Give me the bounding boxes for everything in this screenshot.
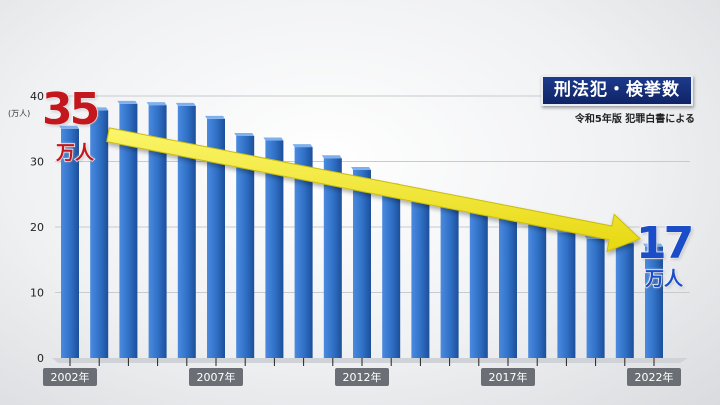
bar <box>175 102 196 358</box>
start-value-label: 35 <box>41 83 101 136</box>
bar <box>497 214 517 358</box>
svg-text:2022年: 2022年 <box>635 370 674 384</box>
bar <box>584 235 605 358</box>
x-tick-label: 2007年 <box>189 368 243 386</box>
bar <box>467 206 488 358</box>
x-tick-label: 2002年 <box>43 368 97 386</box>
bar <box>555 229 576 358</box>
floor <box>52 358 688 363</box>
bar <box>643 243 663 358</box>
bar <box>263 137 284 358</box>
bar <box>351 167 371 358</box>
y-axis-unit: (万人) <box>8 109 31 118</box>
chart-title: 刑法犯・検挙数 <box>541 75 693 106</box>
chart-source: 令和5年版 犯罪白書による <box>574 114 695 125</box>
bar <box>380 183 401 358</box>
x-axis: 2002年 2007年 2012年 2017年 2022年 <box>43 358 681 386</box>
bar <box>526 220 547 358</box>
y-tick-label: 0 <box>37 352 44 365</box>
x-axis-base <box>52 358 688 363</box>
bar <box>292 144 313 358</box>
bar <box>146 102 167 358</box>
y-tick-label: 30 <box>30 156 44 169</box>
bar <box>234 132 255 358</box>
trend-arrow-shape <box>106 127 641 253</box>
svg-text:2012年: 2012年 <box>343 370 382 384</box>
bar <box>438 197 459 358</box>
y-tick-label: 10 <box>30 287 44 300</box>
bar <box>321 155 342 358</box>
bar <box>409 190 430 358</box>
bar <box>205 115 225 358</box>
x-tick-label: 2017年 <box>481 368 535 386</box>
y-axis: 0 10 20 30 40 <box>30 90 44 365</box>
bar <box>117 100 138 358</box>
y-tick-label: 40 <box>30 90 44 103</box>
x-tick-label: 2022年 <box>627 368 681 386</box>
bars <box>59 100 663 358</box>
end-value-label: 17 <box>635 217 695 270</box>
end-unit-label: 万人 <box>644 267 684 291</box>
bar <box>59 125 79 358</box>
bar <box>613 240 634 358</box>
svg-text:2017年: 2017年 <box>489 370 528 384</box>
svg-text:2007年: 2007年 <box>197 370 236 384</box>
trend-arrow <box>106 127 641 253</box>
y-tick-label: 20 <box>30 221 44 234</box>
start-unit-label: 万人 <box>55 141 95 165</box>
svg-text:2002年: 2002年 <box>51 370 90 384</box>
x-tick-label: 2012年 <box>335 368 389 386</box>
bar <box>88 107 109 358</box>
